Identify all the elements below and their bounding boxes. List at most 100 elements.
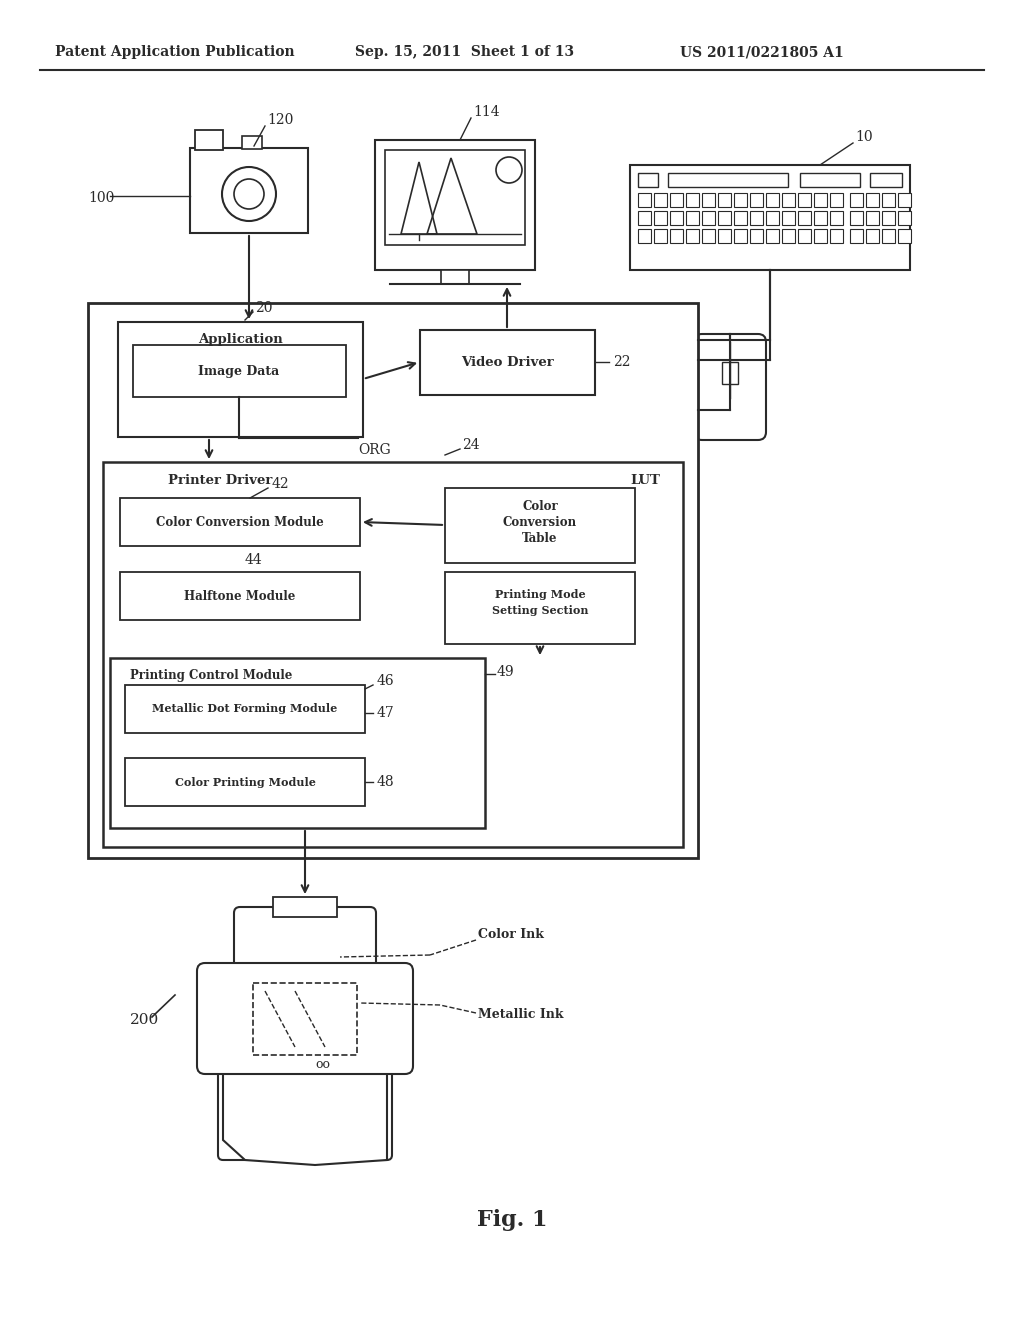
Bar [850, 211, 863, 224]
FancyBboxPatch shape [234, 907, 376, 977]
Text: 48: 48 [377, 775, 394, 789]
Bar [654, 211, 667, 224]
Bar [750, 193, 763, 207]
Bar [190, 148, 308, 234]
Bar [766, 193, 779, 207]
Bar [898, 211, 911, 224]
Bar [798, 193, 811, 207]
Bar [630, 165, 910, 271]
Bar [118, 322, 362, 437]
Bar [798, 228, 811, 243]
Bar [866, 193, 879, 207]
Bar [445, 488, 635, 564]
Bar [702, 193, 715, 207]
Text: Printing Mode: Printing Mode [495, 589, 586, 599]
Bar [870, 173, 902, 187]
Bar [686, 211, 699, 224]
Bar [718, 193, 731, 207]
FancyBboxPatch shape [218, 1060, 392, 1160]
Bar [722, 362, 738, 384]
Bar [668, 173, 788, 187]
Bar [830, 228, 843, 243]
Bar [718, 211, 731, 224]
Bar [830, 193, 843, 207]
Bar [441, 271, 469, 284]
FancyBboxPatch shape [694, 334, 766, 440]
Bar [798, 211, 811, 224]
Bar [800, 173, 860, 187]
Bar [850, 228, 863, 243]
Bar [850, 193, 863, 207]
Text: Metallic Dot Forming Module: Metallic Dot Forming Module [153, 704, 338, 714]
Bar [654, 193, 667, 207]
Text: 200: 200 [130, 1012, 160, 1027]
Text: Sep. 15, 2011  Sheet 1 of 13: Sep. 15, 2011 Sheet 1 of 13 [355, 45, 574, 59]
Text: Conversion: Conversion [503, 516, 578, 528]
Text: 22: 22 [613, 355, 631, 370]
Bar [385, 150, 525, 246]
Bar [882, 211, 895, 224]
Text: Image Data: Image Data [199, 364, 280, 378]
Text: Printing Control Module: Printing Control Module [130, 669, 293, 682]
Text: 47: 47 [377, 706, 394, 719]
Text: Printer Driver: Printer Driver [168, 474, 272, 487]
Bar [734, 193, 746, 207]
Bar [110, 657, 485, 828]
Bar [750, 211, 763, 224]
Text: Metallic Ink: Metallic Ink [478, 1008, 563, 1022]
Text: LUT: LUT [630, 474, 659, 487]
Text: 42: 42 [272, 477, 290, 491]
Text: Color Ink: Color Ink [478, 928, 544, 941]
Bar [670, 193, 683, 207]
Text: oo: oo [315, 1059, 331, 1072]
Text: Halftone Module: Halftone Module [184, 590, 296, 602]
Text: Application: Application [198, 334, 283, 346]
Bar [750, 228, 763, 243]
FancyBboxPatch shape [197, 964, 413, 1074]
Bar [445, 572, 635, 644]
Bar [734, 211, 746, 224]
Text: Video Driver: Video Driver [461, 355, 553, 368]
Text: Color Conversion Module: Color Conversion Module [156, 516, 324, 528]
Bar [125, 685, 365, 733]
Bar [702, 228, 715, 243]
Bar [638, 211, 651, 224]
Bar [125, 758, 365, 807]
Bar [654, 228, 667, 243]
Bar [830, 211, 843, 224]
Text: Setting Section: Setting Section [492, 605, 588, 615]
Bar [782, 211, 795, 224]
Bar [638, 228, 651, 243]
Bar [253, 983, 357, 1055]
Bar [766, 211, 779, 224]
Bar [702, 211, 715, 224]
Text: Table: Table [522, 532, 558, 544]
Bar [898, 228, 911, 243]
Bar [866, 228, 879, 243]
Text: US 2011/0221805 A1: US 2011/0221805 A1 [680, 45, 844, 59]
Bar [670, 211, 683, 224]
Bar [686, 228, 699, 243]
Text: 114: 114 [473, 106, 500, 119]
Text: ORG: ORG [358, 444, 391, 457]
Text: 120: 120 [267, 114, 293, 127]
Text: 49: 49 [497, 665, 515, 678]
Bar [375, 140, 535, 271]
Bar [686, 193, 699, 207]
Bar [638, 173, 658, 187]
Bar [766, 228, 779, 243]
Bar [670, 228, 683, 243]
Text: Fig. 1: Fig. 1 [477, 1209, 547, 1232]
Text: 46: 46 [377, 675, 394, 688]
Bar [814, 228, 827, 243]
Bar [133, 345, 346, 397]
Polygon shape [223, 1065, 387, 1166]
Text: 100: 100 [88, 191, 115, 205]
Bar [420, 330, 595, 395]
Bar [195, 129, 223, 150]
Bar [898, 193, 911, 207]
Text: 10: 10 [855, 129, 872, 144]
Bar [782, 228, 795, 243]
Bar [718, 228, 731, 243]
Bar [273, 898, 337, 917]
